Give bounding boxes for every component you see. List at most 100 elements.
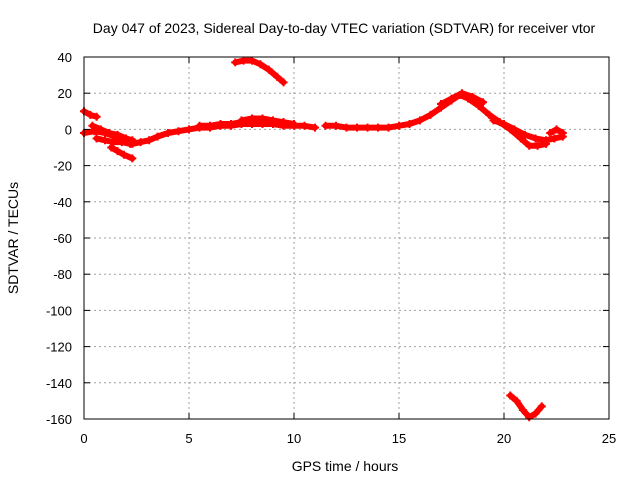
series-satellite-track-14 (546, 125, 567, 138)
data-point (447, 94, 456, 103)
x-tick-label: 15 (392, 431, 406, 446)
data-point (136, 138, 145, 147)
data-point (468, 92, 477, 101)
x-tick-label: 25 (602, 431, 616, 446)
data-point (510, 125, 519, 134)
data-point (485, 110, 494, 119)
data-point (374, 123, 382, 132)
data-point (300, 121, 309, 130)
series-satellite-track-8 (237, 114, 288, 127)
data-point (113, 130, 122, 139)
data-point (88, 121, 97, 130)
data-point (342, 123, 351, 132)
series-satellite-track-9 (231, 56, 288, 87)
data-point (105, 129, 114, 138)
data-point (537, 402, 546, 411)
data-point (552, 125, 561, 134)
data-point (512, 396, 521, 405)
data-point (546, 129, 555, 138)
data-point (279, 118, 288, 127)
y-tick-label: -40 (53, 195, 72, 210)
data-point (500, 119, 508, 128)
data-point (237, 116, 246, 125)
data-point (258, 114, 267, 123)
data-point (101, 136, 109, 145)
data-point (363, 123, 372, 132)
data-point (92, 134, 101, 143)
data-point (164, 129, 172, 138)
y-axis-label: SDTVAR / TECUs (5, 182, 21, 294)
y-tick-label: -100 (46, 303, 72, 318)
data-point (353, 123, 361, 132)
x-tick-label: 10 (287, 431, 301, 446)
data-point (96, 125, 105, 134)
series-line (108, 144, 136, 162)
data-point (458, 89, 466, 98)
data-point (256, 60, 265, 69)
data-point (216, 119, 225, 128)
data-point (531, 409, 540, 418)
series-satellite-track-11 (437, 89, 487, 109)
series-satellite-track-13 (531, 132, 567, 145)
data-point (117, 138, 126, 147)
data-point (119, 150, 128, 159)
data-point (550, 134, 559, 143)
series-satellite-track-15 (506, 391, 546, 422)
data-point (206, 121, 214, 130)
data-point (521, 130, 529, 139)
data-point (174, 127, 183, 136)
series-satellite-track-5 (107, 143, 137, 163)
series-satellite-track-12 (489, 116, 540, 143)
data-point (542, 136, 550, 145)
data-point (279, 78, 288, 87)
data-point (290, 119, 298, 128)
data-point (321, 121, 330, 130)
x-axis-label: GPS time / hours (292, 458, 399, 474)
data-point (405, 119, 414, 128)
data-point (506, 391, 515, 400)
series-satellite-track-10 (321, 91, 550, 150)
data-point (531, 134, 540, 143)
y-tick-label: 0 (65, 122, 72, 137)
data-series (80, 56, 567, 422)
data-point (113, 147, 122, 156)
data-point (248, 114, 256, 123)
y-tick-label: -80 (53, 267, 72, 282)
data-point (416, 116, 424, 125)
data-point (248, 56, 256, 65)
data-point (525, 413, 534, 422)
data-point (195, 121, 204, 130)
data-point (264, 65, 273, 74)
data-point (227, 119, 235, 128)
data-point (269, 116, 277, 125)
data-point (384, 123, 393, 132)
data-point (128, 139, 137, 148)
axis-ticks: 0 5 10 15 20 25 40 20 0 -20 -40 -60 -80 -100 -120 -140 -… (46, 50, 616, 446)
data-point (153, 132, 162, 141)
data-point (558, 129, 567, 138)
data-point (239, 56, 248, 65)
y-tick-label: -120 (46, 340, 72, 355)
y-tick-label: 20 (58, 86, 72, 101)
data-point (395, 121, 403, 130)
series-satellite-track-1 (80, 107, 101, 121)
data-point (86, 110, 95, 119)
y-tick-label: -20 (53, 159, 72, 174)
data-point (525, 141, 534, 150)
data-point (128, 154, 137, 163)
data-point (185, 125, 193, 134)
data-point (489, 116, 498, 125)
data-point (479, 98, 487, 107)
data-point (107, 143, 116, 152)
chart-title: Day 047 of 2023, Sidereal Day-to-day VTE… (93, 20, 596, 36)
y-tick-label: -140 (46, 376, 72, 391)
data-point (109, 138, 118, 147)
data-point (533, 141, 542, 150)
data-point (145, 136, 154, 145)
series-satellite-track-3 (88, 121, 137, 145)
y-tick-label: -160 (46, 412, 72, 427)
x-tick-label: 5 (185, 431, 192, 446)
data-point (92, 112, 101, 121)
data-point (518, 405, 527, 414)
